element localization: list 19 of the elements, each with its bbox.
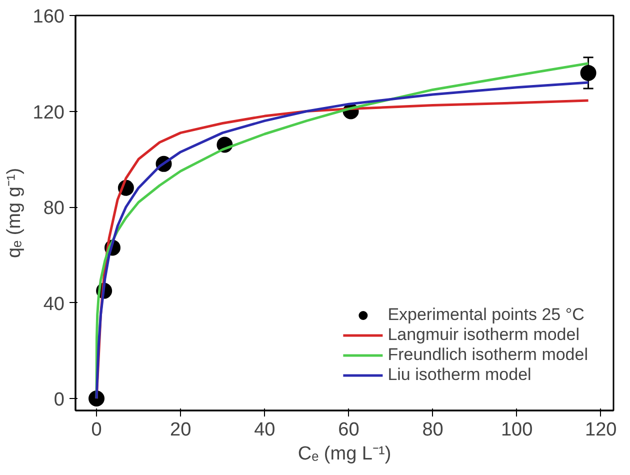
legend-label: Freundlich isotherm model	[388, 345, 588, 365]
y-tick-label: 120	[32, 102, 64, 124]
y-tick-label: 80	[43, 198, 65, 220]
x-axis-title: Cₑ (mg L⁻¹)	[298, 444, 392, 464]
legend-label: Experimental points 25 °C	[388, 305, 584, 325]
x-tick-label: 0	[91, 420, 102, 440]
x-tick-label: 60	[338, 420, 360, 440]
x-tick-label: 20	[170, 420, 192, 440]
legend-label: Liu isotherm model	[388, 365, 532, 385]
y-tick-label: 40	[43, 294, 65, 315]
x-tick-label: 80	[422, 420, 444, 440]
x-tick-label: 120	[585, 420, 617, 440]
y-tick-label: 0	[54, 390, 65, 411]
y-tick-label: 160	[32, 6, 64, 28]
legend-label: Langmuir isotherm model	[388, 325, 580, 345]
x-tick-label: 100	[500, 420, 533, 440]
x-tick-label: 40	[254, 420, 276, 440]
point	[580, 64, 596, 81]
y-axis-title: qₑ (mg g⁻¹)	[4, 168, 25, 258]
